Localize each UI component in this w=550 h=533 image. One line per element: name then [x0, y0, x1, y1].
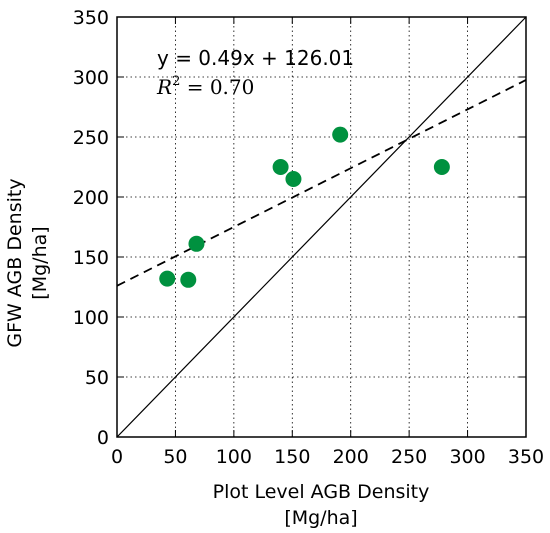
y-tick-label: 300: [73, 67, 109, 89]
y-tick-label: 150: [73, 247, 109, 269]
r2-symbol: R: [156, 75, 172, 99]
x-tick-label: 150: [274, 446, 310, 468]
y-tick-label: 350: [73, 7, 109, 29]
identity-line: [116, 16, 527, 438]
reference-lines: [116, 16, 527, 438]
x-axis-label-line2: [Mg/ha]: [284, 507, 357, 529]
y-tick-label: 100: [73, 307, 109, 329]
data-point: [433, 159, 450, 175]
axis-tick-labels: 0 50 100 150 200 250 300 350 0 50 100 150 200 250 300 3…: [73, 7, 544, 468]
data-point: [180, 271, 197, 288]
y-tick-label: 200: [73, 187, 109, 209]
axis-ticks: [116, 16, 527, 438]
data-point: [332, 126, 349, 143]
data-points: [159, 126, 450, 288]
x-tick-label: 0: [111, 446, 123, 468]
x-tick-label: 200: [333, 446, 369, 468]
data-point: [188, 235, 205, 252]
y-tick-label: 250: [73, 127, 109, 149]
x-tick-label: 250: [391, 446, 427, 468]
y-axis-label-line1: GFW AGB Density: [4, 178, 26, 347]
x-tick-label: 300: [449, 446, 485, 468]
x-axis-label-line1: Plot Level AGB Density: [213, 481, 430, 503]
data-point: [159, 270, 176, 287]
x-tick-label: 100: [216, 446, 252, 468]
x-tick-label: 350: [508, 446, 544, 468]
y-tick-label: 50: [85, 367, 109, 389]
r-squared-annotation: R2 = 0.70: [156, 74, 254, 99]
r2-value: = 0.70: [180, 75, 254, 99]
regression-line: [116, 79, 527, 287]
grid-lines: [117, 17, 526, 437]
y-axis-label-line2: [Mg/ha]: [29, 226, 51, 299]
data-point: [285, 171, 302, 187]
r2-exponent: 2: [172, 74, 180, 89]
x-tick-label: 50: [163, 446, 187, 468]
plot-frame: [116, 16, 527, 438]
data-point: [272, 159, 289, 175]
regression-equation: y = 0.49x + 126.01: [157, 46, 354, 70]
y-tick-label: 0: [97, 427, 109, 449]
